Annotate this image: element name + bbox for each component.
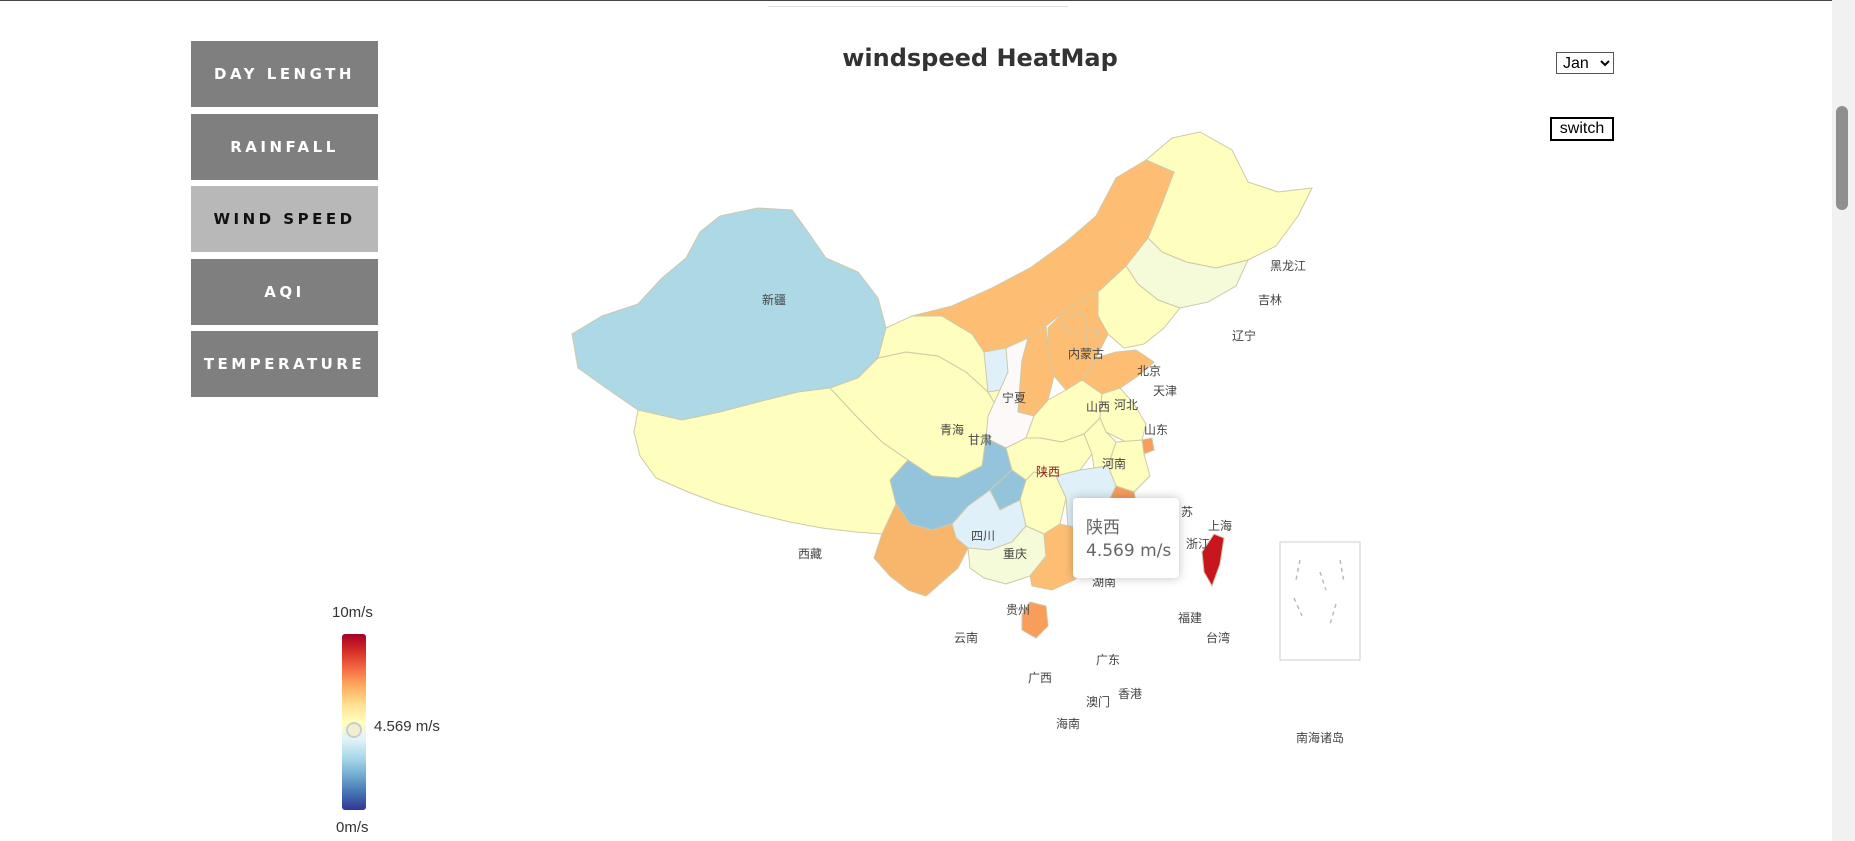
- visual-map-min-label: 0m/s: [336, 819, 369, 836]
- label-shandong: 山东: [1144, 423, 1168, 437]
- visual-map-max-label: 10m/s: [332, 604, 373, 621]
- nav-rainfall-button[interactable]: RAINFALL: [191, 113, 378, 180]
- label-guangdong: 广东: [1096, 653, 1120, 667]
- label-gansu: 甘肃: [968, 433, 992, 447]
- top-tab-line: [768, 6, 1068, 7]
- province-tianjin[interactable]: [1085, 329, 1101, 351]
- label-shanghai: 上海: [1208, 518, 1232, 533]
- map-tooltip: 陕西 4.569 m/s: [1073, 498, 1179, 578]
- scrollbar-thumb[interactable]: [1836, 106, 1848, 210]
- scrollbar-track[interactable]: [1832, 0, 1855, 841]
- label-fujian: 福建: [1178, 610, 1202, 625]
- province-heilongjiang[interactable]: [1145, 131, 1313, 269]
- label-zhejiang: 浙江: [1186, 537, 1210, 551]
- nav-aqi-button[interactable]: AQI: [191, 258, 378, 325]
- label-xinjiang: 新疆: [762, 292, 786, 307]
- label-hebei: 河北: [1114, 398, 1138, 412]
- province-beijing[interactable]: [1063, 311, 1089, 335]
- label-sichuan: 四川: [971, 529, 995, 543]
- label-tianjin: 天津: [1153, 384, 1177, 398]
- switch-button[interactable]: switch: [1550, 117, 1614, 141]
- label-ningxia: 宁夏: [1002, 390, 1026, 405]
- label-jiangsu: 苏: [1181, 505, 1193, 519]
- china-map: 新疆 西藏 青海 甘肃 内蒙古 黑龙江 吉林 辽宁 北京 天津 河北 山西 山东…: [571, 131, 1361, 745]
- label-shanxi: 山西: [1086, 400, 1110, 414]
- province-hainan[interactable]: [1021, 601, 1049, 639]
- label-henan: 河南: [1102, 456, 1126, 471]
- visual-map-indicator[interactable]: [346, 722, 362, 738]
- label-beijing: 北京: [1137, 364, 1161, 378]
- label-guizhou: 贵州: [1006, 603, 1030, 617]
- province-anhui[interactable]: [1083, 417, 1117, 469]
- label-taiwan: 台湾: [1206, 630, 1230, 645]
- label-guangxi: 广西: [1028, 671, 1052, 685]
- label-qinghai: 青海: [940, 422, 964, 437]
- nav-day-length-button[interactable]: DAY LENGTH: [191, 41, 378, 107]
- province-yunnan[interactable]: [873, 503, 969, 597]
- label-jilin: 吉林: [1258, 293, 1282, 307]
- label-xizang: 西藏: [798, 547, 822, 561]
- nav-temperature-button[interactable]: TEMPERATURE: [191, 331, 378, 397]
- label-chongqing: 重庆: [1003, 547, 1027, 561]
- sidebar-nav: DAY LENGTH RAINFALL WIND SPEED AQI TEMPE…: [191, 41, 378, 404]
- tooltip-value: 4.569 m/s: [1086, 541, 1172, 561]
- province-taiwan[interactable]: [1201, 533, 1225, 588]
- nanhai-dashes: [1293, 559, 1345, 625]
- label-xianggang: 香港: [1118, 687, 1142, 701]
- province-hubei[interactable]: [1005, 433, 1093, 481]
- label-aomen: 澳门: [1086, 694, 1110, 709]
- nanhai-inset: [1279, 541, 1361, 661]
- month-select[interactable]: Jan: [1556, 52, 1614, 74]
- page-title: windspeed HeatMap: [842, 44, 1118, 72]
- label-heilongjiang: 黑龙江: [1270, 259, 1306, 273]
- label-shaanxi: 陕西: [1036, 464, 1060, 479]
- label-yunnan: 云南: [954, 630, 978, 645]
- label-liaoning: 辽宁: [1232, 328, 1256, 343]
- visual-map-current-label: 4.569 m/s: [374, 718, 440, 735]
- nav-wind-speed-button[interactable]: WIND SPEED: [191, 186, 378, 252]
- label-hainan: 海南: [1056, 716, 1080, 731]
- top-rule: [0, 0, 1832, 1]
- label-neimenggu: 内蒙古: [1068, 346, 1104, 361]
- tooltip-province-name: 陕西: [1086, 518, 1120, 538]
- label-nanhai: 南海诸岛: [1296, 730, 1344, 745]
